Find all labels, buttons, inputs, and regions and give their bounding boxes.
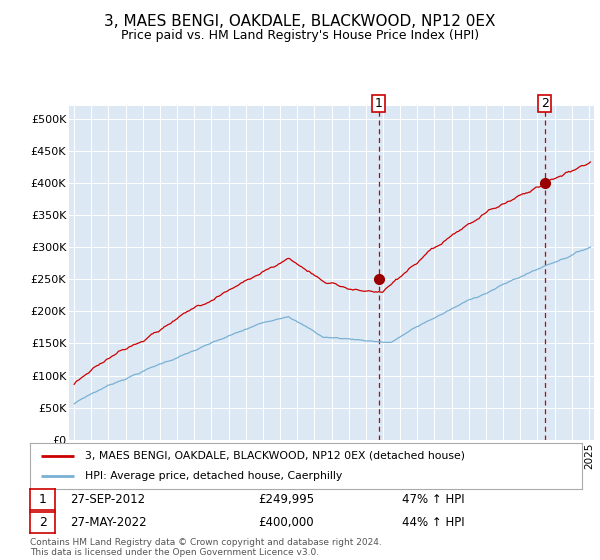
Text: 1: 1 xyxy=(375,97,383,110)
Text: 1: 1 xyxy=(38,493,47,506)
Text: £400,000: £400,000 xyxy=(258,516,314,529)
Text: 3, MAES BENGI, OAKDALE, BLACKWOOD, NP12 0EX (detached house): 3, MAES BENGI, OAKDALE, BLACKWOOD, NP12 … xyxy=(85,451,465,461)
Text: 47% ↑ HPI: 47% ↑ HPI xyxy=(402,493,464,506)
Text: £249,995: £249,995 xyxy=(258,493,314,506)
Text: Contains HM Land Registry data © Crown copyright and database right 2024.
This d: Contains HM Land Registry data © Crown c… xyxy=(30,538,382,557)
Text: 44% ↑ HPI: 44% ↑ HPI xyxy=(402,516,464,529)
Text: 3, MAES BENGI, OAKDALE, BLACKWOOD, NP12 0EX: 3, MAES BENGI, OAKDALE, BLACKWOOD, NP12 … xyxy=(104,14,496,29)
Text: 27-MAY-2022: 27-MAY-2022 xyxy=(70,516,147,529)
Text: HPI: Average price, detached house, Caerphilly: HPI: Average price, detached house, Caer… xyxy=(85,471,343,481)
Text: Price paid vs. HM Land Registry's House Price Index (HPI): Price paid vs. HM Land Registry's House … xyxy=(121,29,479,42)
Text: 2: 2 xyxy=(541,97,548,110)
Text: 27-SEP-2012: 27-SEP-2012 xyxy=(70,493,145,506)
Text: 2: 2 xyxy=(38,516,47,529)
